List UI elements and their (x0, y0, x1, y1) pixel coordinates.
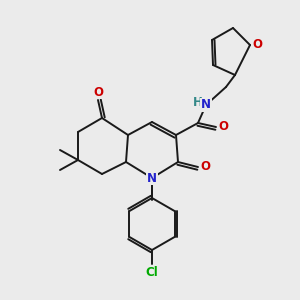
Text: N: N (201, 98, 211, 112)
Text: O: O (218, 121, 228, 134)
Text: Cl: Cl (146, 266, 158, 278)
Text: O: O (252, 38, 262, 52)
Text: N: N (147, 172, 157, 184)
Text: O: O (200, 160, 210, 173)
Text: H: H (193, 97, 203, 110)
Text: O: O (93, 85, 103, 98)
